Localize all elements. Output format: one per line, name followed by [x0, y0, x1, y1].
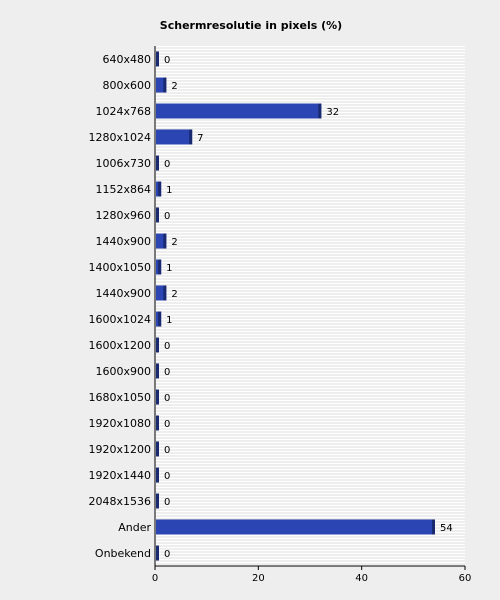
category-label: 1600x1200 [89, 339, 152, 352]
category-label: 1006x730 [96, 157, 152, 170]
category-label: 1920x1200 [89, 443, 152, 456]
value-label: 2 [171, 237, 177, 248]
value-label: 1 [166, 315, 172, 326]
value-label: 0 [164, 393, 170, 404]
bar-edge [156, 467, 159, 483]
value-label: 1 [166, 185, 172, 196]
bar-edge [318, 103, 322, 119]
category-label: 1680x1050 [89, 391, 152, 404]
x-tick-label: 40 [355, 573, 368, 584]
bar-edge [156, 545, 159, 561]
bar-edge [156, 337, 159, 353]
category-label: 640x480 [102, 53, 151, 66]
bar-edge [158, 181, 162, 197]
bar-edge [163, 285, 167, 301]
bar-edge [156, 51, 159, 67]
x-tick-label: 0 [152, 573, 158, 584]
category-label: 1920x1440 [89, 469, 152, 482]
category-labels: 640x480 800x600 1024x768 1280x1024 1006x730 1… [89, 53, 152, 560]
value-label: 54 [440, 523, 453, 534]
category-label: Ander [118, 521, 151, 534]
category-label: 1440x900 [96, 287, 152, 300]
bar-edge [432, 519, 435, 535]
bar [156, 519, 435, 535]
bar-edge [156, 415, 159, 431]
bar-edge [156, 155, 159, 171]
value-label: 0 [164, 367, 170, 378]
value-label: 0 [164, 471, 170, 482]
bar-edge [163, 233, 167, 249]
value-label: 1 [166, 263, 172, 274]
bar-edge [156, 389, 159, 405]
category-label: 1280x1024 [89, 131, 152, 144]
bar [156, 129, 193, 145]
value-label: 2 [171, 289, 177, 300]
category-label: 1280x960 [96, 209, 152, 222]
value-label: 0 [164, 159, 170, 170]
value-label: 0 [164, 211, 170, 222]
category-label: Onbekend [95, 547, 151, 560]
bar-edge [189, 129, 193, 145]
category-label: 1024x768 [96, 105, 152, 118]
bar [156, 103, 322, 119]
x-tick-label: 20 [252, 573, 265, 584]
bar-edge [163, 77, 167, 93]
value-label: 32 [326, 107, 339, 118]
value-label: 0 [164, 55, 170, 66]
category-label: 1600x1024 [89, 313, 152, 326]
bar-edge [158, 259, 162, 275]
bar [156, 285, 167, 301]
value-label: 0 [164, 497, 170, 508]
category-label: 1152x864 [96, 183, 152, 196]
bar-edge [156, 493, 159, 509]
bar [156, 77, 167, 93]
x-axis-ticks: 0 20 40 60 [152, 566, 472, 584]
bar [156, 233, 167, 249]
grid-lines [155, 47, 465, 565]
category-label: 1600x900 [96, 365, 152, 378]
value-label: 0 [164, 341, 170, 352]
category-label: 800x600 [102, 79, 151, 92]
bar-edge [158, 311, 162, 327]
bar-edge [156, 363, 159, 379]
value-label: 0 [164, 419, 170, 430]
value-label: 7 [197, 133, 203, 144]
value-label: 0 [164, 445, 170, 456]
x-tick-label: 60 [459, 573, 472, 584]
chart-title: Schermresolutie in pixels (%) [160, 19, 342, 32]
bar-edge [156, 207, 159, 223]
category-label: 1920x1080 [89, 417, 152, 430]
bars [156, 51, 435, 561]
category-label: 1400x1050 [89, 261, 152, 274]
category-label: 2048x1536 [89, 495, 152, 508]
value-label: 0 [164, 549, 170, 560]
bar-edge [156, 441, 159, 457]
value-labels: 0 2 32 7 0 1 0 2 1 2 1 0 0 0 0 0 0 0 54 0 [164, 55, 453, 560]
value-label: 2 [171, 81, 177, 92]
category-label: 1440x900 [96, 235, 152, 248]
